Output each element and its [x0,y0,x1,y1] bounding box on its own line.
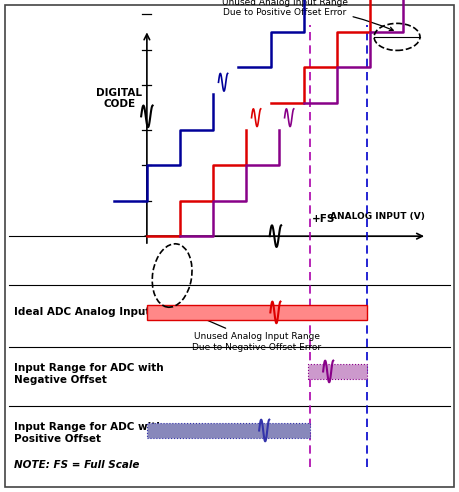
Bar [308,364,367,379]
Bar [147,423,310,438]
Text: NOTE: FS = Full Scale: NOTE: FS = Full Scale [14,460,139,470]
Text: Ideal ADC Analog Input Range: Ideal ADC Analog Input Range [14,308,191,317]
Text: Unused Analog Input Range
Due to Positive Offset Error: Unused Analog Input Range Due to Positiv… [222,0,393,31]
Text: Input Range for ADC with
Positive Offset: Input Range for ADC with Positive Offset [14,422,163,444]
Text: ANALOG INPUT (V): ANALOG INPUT (V) [330,213,425,221]
Text: DIGITAL
CODE: DIGITAL CODE [96,88,142,109]
Text: +FS: +FS [312,214,336,224]
Text: Input Range for ADC with
Negative Offset: Input Range for ADC with Negative Offset [14,363,163,385]
Bar [147,305,367,320]
Text: Unused Analog Input Range
Due to Negative Offset Error: Unused Analog Input Range Due to Negativ… [176,307,322,351]
